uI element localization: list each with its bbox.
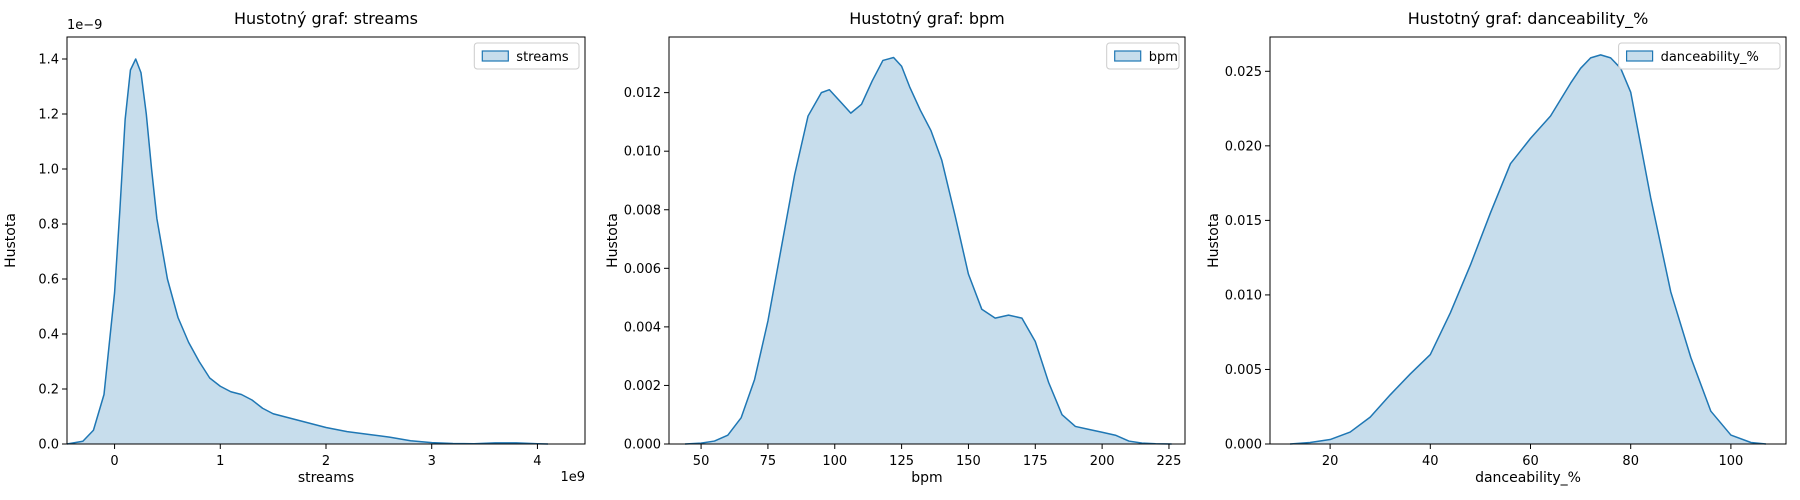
y-tick-label: 1.4 — [38, 53, 59, 68]
chart-panel-3: 20 40 60 80 100 0.000 0.005 0.010 0.015 0.020 0.02… — [1206, 9, 1787, 486]
legend: streams — [473, 42, 580, 70]
legend-label: streams — [516, 50, 569, 65]
y-tick-label: 0.2 — [38, 383, 59, 398]
x-tick-label: 20 — [1322, 454, 1339, 469]
y-axis-label: Hustota — [605, 213, 621, 268]
y-tick-label: 0.025 — [1225, 65, 1262, 80]
density-area — [685, 57, 1172, 444]
y-tick-label: 0.010 — [1225, 288, 1262, 303]
x-tick-label: 225 — [1157, 454, 1182, 469]
y-tick-label: 0.6 — [38, 273, 59, 288]
y-tick-label: 0.020 — [1225, 139, 1262, 154]
legend-label: bpm — [1149, 50, 1178, 65]
x-tick-label: 200 — [1090, 454, 1115, 469]
chart-title: Hustotný graf: streams — [234, 9, 418, 28]
x-tick-label: 4 — [533, 454, 541, 469]
legend: bpm — [1106, 42, 1180, 70]
y-tick-label: 0.0 — [38, 438, 59, 453]
y-tick-label: 0.008 — [624, 203, 661, 218]
density-line — [66, 58, 549, 445]
chart-panel-2: 50 75 100 125 150 175 200 225 0.000 0.002 0.004 0.0… — [605, 9, 1186, 486]
x-tick-label: 125 — [889, 454, 914, 469]
axes-frame — [1269, 36, 1787, 445]
axes-frame — [668, 36, 1186, 445]
y-tick-label: 0.010 — [624, 145, 661, 160]
y-tick-label: 0.000 — [624, 438, 661, 453]
y-axis-label: Hustota — [3, 213, 19, 268]
chart-title: Hustotný graf: bpm — [849, 9, 1005, 28]
x-tick-label: 2 — [322, 454, 330, 469]
x-tick-label: 75 — [760, 454, 777, 469]
density-area — [67, 59, 548, 444]
y-tick-label: 0.002 — [624, 379, 661, 394]
y-tick-label: 0.4 — [38, 328, 59, 343]
density-area — [1290, 54, 1766, 444]
y-tick-label: 0.000 — [1225, 438, 1262, 453]
x-tick-label: 175 — [1023, 454, 1048, 469]
x-axis-label: streams — [298, 470, 354, 486]
legend-box — [1618, 42, 1781, 70]
x-tick-label: 100 — [822, 454, 847, 469]
density-line — [1289, 54, 1767, 445]
x-tick-label: 80 — [1622, 454, 1639, 469]
x-tick-label: 40 — [1422, 454, 1439, 469]
x-axis-label: danceability_% — [1475, 470, 1581, 486]
x-tick-label: 1 — [216, 454, 224, 469]
legend: danceability_% — [1618, 42, 1781, 70]
legend-box — [1106, 42, 1180, 70]
y-tick-label: 0.015 — [1225, 214, 1262, 229]
x-tick-label: 100 — [1718, 454, 1743, 469]
x-tick-label: 150 — [956, 454, 981, 469]
y-scale-offset: 1e−9 — [67, 18, 102, 33]
legend-swatch — [1625, 50, 1654, 62]
x-axis-label: bpm — [911, 470, 942, 486]
legend-label: danceability_% — [1661, 50, 1759, 65]
y-tick-label: 1.0 — [38, 163, 59, 178]
y-tick-label: 0.012 — [624, 86, 661, 101]
y-tick-label: 0.005 — [1225, 363, 1262, 378]
y-tick-label: 0.006 — [624, 262, 661, 277]
x-scale-offset: 1e9 — [560, 470, 585, 485]
chart-title: Hustotný graf: danceability_% — [1408, 9, 1649, 29]
density-line — [684, 56, 1172, 445]
y-tick-label: 1.2 — [38, 108, 59, 123]
legend-swatch — [481, 50, 509, 62]
y-tick-label: 0.004 — [624, 320, 661, 335]
legend-box — [473, 42, 580, 70]
chart-panel-1: 0 1 2 3 4 0.0 0.2 0.4 0.6 0.8 1.0 1.2 1.4 Hustotný gr… — [3, 9, 586, 486]
x-tick-label: 3 — [428, 454, 436, 469]
y-tick-label: 0.8 — [38, 218, 59, 233]
x-tick-label: 0 — [110, 454, 118, 469]
x-tick-label: 60 — [1522, 454, 1539, 469]
y-axis-label: Hustota — [1206, 213, 1222, 268]
legend-swatch — [1114, 50, 1142, 62]
x-tick-label: 50 — [693, 454, 710, 469]
